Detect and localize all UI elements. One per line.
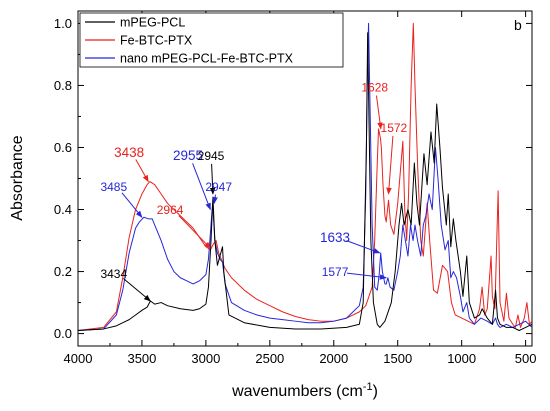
peak-label-2945: 2945 [198,149,225,163]
peak-arrow-1628 [375,95,383,130]
x-tick-label: 500 [515,351,537,366]
x-axis-title-sup: -1 [363,381,373,393]
peak-label-2964: 2964 [157,203,184,217]
y-tick-label: 1.0 [54,16,72,31]
y-axis-title: Absorbance [9,135,26,220]
y-tick-label: 0.8 [54,78,72,93]
peak-arrow-2955 [192,163,211,211]
peak-arrow-3434 [123,278,151,302]
legend-label-mpeg-pcl: mPEG-PCL [120,16,185,30]
series-line-nano-mpeg-pcl-fe-btc-ptx [78,22,532,331]
peak-arrow-1633 [346,240,381,254]
legend-label-nano: nano mPEG-PCL-Fe-BTC-PTX [120,52,294,66]
peak-arrow-3438 [135,159,149,183]
x-tick-label: 4000 [64,351,93,366]
peak-label-3438: 3438 [114,145,144,160]
y-tick-label: 0.2 [54,264,72,279]
peak-label-2947: 2947 [205,180,232,194]
x-axis-title: wavenumbers (cm-1) [231,381,378,400]
legend-label-fe-btc-ptx: Fe-BTC-PTX [120,34,193,48]
y-tick-label: 0.6 [54,140,72,155]
x-tick-label: 3000 [191,351,220,366]
y-tick-label: 0.4 [54,202,72,217]
x-tick-label: 2000 [319,351,348,366]
x-tick-label: 2500 [255,351,284,366]
peak-label-3485: 3485 [100,180,127,194]
legend-box [79,12,344,68]
peak-label-1633: 1633 [320,230,350,245]
peak-label-3434: 3434 [100,267,127,281]
x-tick-label: 3500 [127,351,156,366]
peak-arrow-2945 [209,163,216,195]
panel-label: b [514,17,522,33]
peak-arrow-2964 [178,215,211,249]
peak-arrow-3485 [121,192,143,218]
series-line-fe-btc-ptx [78,22,532,331]
peak-label-2955: 2955 [173,148,203,163]
peak-arrow-1577 [346,272,387,280]
peak-label-1628: 1628 [361,81,388,95]
peak-label-1572: 1572 [381,121,408,135]
x-tick-label: 1000 [447,351,476,366]
peak-arrow-2947 [212,194,218,205]
series-line-mpeg-pcl [78,32,532,331]
x-tick-label: 1500 [383,351,412,366]
x-axis-title-main: wavenumbers (cm [231,383,363,400]
x-axis-title-close: ) [373,383,378,400]
peak-arrow-1572 [386,135,394,195]
legend: mPEG-PCL Fe-BTC-PTX nano mPEG-PCL-Fe-BTC… [79,12,344,68]
peak-label-1577: 1577 [322,265,349,279]
y-tick-label: 0.0 [54,326,72,341]
